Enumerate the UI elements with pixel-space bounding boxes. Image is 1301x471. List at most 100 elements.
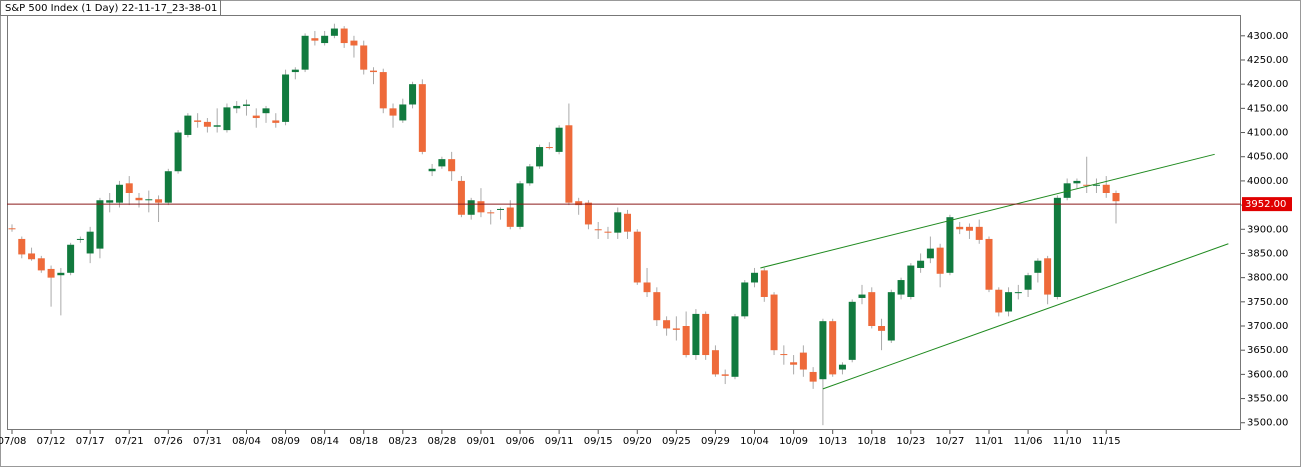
y-tick-label: 4050.00 <box>1247 152 1288 163</box>
candle-body <box>497 208 504 210</box>
candle-body <box>829 321 837 375</box>
x-tick-label: 08/23 <box>388 436 417 447</box>
candle-body <box>868 292 876 327</box>
x-tick-label: 10/23 <box>896 436 925 447</box>
x-tick-label: 10/18 <box>857 436 886 447</box>
y-tick-label: 4100.00 <box>1247 128 1288 139</box>
candle-body <box>985 238 993 290</box>
candle-body <box>86 231 94 254</box>
y-tick-label: 4300.00 <box>1247 31 1288 42</box>
candle-body <box>428 168 436 172</box>
candle-body <box>565 125 573 203</box>
candle-body <box>135 197 143 201</box>
candle-body <box>1073 180 1081 184</box>
y-tick-label: 3550.00 <box>1247 394 1288 405</box>
x-tick-label: 08/04 <box>232 436 261 447</box>
candle-body <box>1005 292 1013 312</box>
y-tick-label: 3850.00 <box>1247 248 1288 259</box>
y-tick-label: 3900.00 <box>1247 224 1288 235</box>
candle-body <box>369 70 377 73</box>
candle-body <box>174 132 182 172</box>
y-tick-label: 3800.00 <box>1247 273 1288 284</box>
x-tick-label: 08/09 <box>271 436 300 447</box>
candle-body <box>760 270 768 297</box>
candle-body <box>770 294 778 351</box>
candle-body <box>340 28 348 44</box>
candle-body <box>956 226 964 230</box>
candle-body <box>350 40 358 46</box>
y-tick-label: 3700.00 <box>1247 321 1288 332</box>
candle-body <box>702 313 710 356</box>
candle-body <box>672 328 680 330</box>
x-tick-label: 10/09 <box>779 436 808 447</box>
candle-body <box>379 72 387 109</box>
candle-body <box>936 247 944 274</box>
candle-body <box>848 301 856 360</box>
candle-body <box>282 74 290 122</box>
candle-body <box>614 212 622 233</box>
candle-body <box>643 282 651 293</box>
candle-body <box>575 201 583 206</box>
candle-body <box>809 371 817 382</box>
candle-body <box>115 184 123 203</box>
trendline <box>760 153 1215 269</box>
candle-body <box>897 280 905 295</box>
x-tick-label: 10/27 <box>936 436 965 447</box>
candle-body <box>467 200 475 215</box>
candle-body <box>360 45 368 70</box>
candle-body <box>223 107 231 131</box>
candle-body <box>663 320 671 329</box>
candle-body <box>790 362 798 365</box>
candle-body <box>594 229 602 231</box>
y-tick-label: 4000.00 <box>1247 176 1288 187</box>
y-tick-label: 4250.00 <box>1247 55 1288 66</box>
x-tick-label: 07/17 <box>76 436 105 447</box>
candle-body <box>682 326 690 356</box>
candle-body <box>203 121 211 127</box>
candle-body <box>96 200 104 249</box>
candle-body <box>1112 192 1120 202</box>
candle-body <box>106 200 114 203</box>
x-tick-label: 08/14 <box>310 436 339 447</box>
candle-body <box>545 147 553 149</box>
candle-body <box>536 147 544 167</box>
candle-body <box>624 213 632 232</box>
candle-body <box>526 166 534 184</box>
candle-body <box>995 289 1003 313</box>
candle-body <box>28 253 36 260</box>
candle-body <box>233 105 241 109</box>
candle-body <box>633 231 641 283</box>
candle-body <box>692 313 700 356</box>
candle-body <box>321 35 329 44</box>
candle-body <box>1034 260 1042 273</box>
candle-body <box>1063 183 1071 198</box>
candle-body <box>858 294 866 298</box>
y-tick-label: 3500.00 <box>1247 418 1288 429</box>
candle-body <box>907 265 915 297</box>
candle-body <box>448 159 456 172</box>
x-tick-label: 08/28 <box>427 436 456 447</box>
x-tick-label: 09/15 <box>584 436 613 447</box>
candle-body <box>57 272 65 276</box>
x-tick-label: 09/25 <box>662 436 691 447</box>
candle-body <box>164 171 172 203</box>
candle-body <box>878 326 886 331</box>
candle-body <box>76 238 84 240</box>
candle-body <box>887 292 895 341</box>
candle-body <box>1044 258 1052 295</box>
x-tick-label: 07/21 <box>115 436 144 447</box>
candle-body <box>67 244 75 273</box>
y-tick-label: 4150.00 <box>1247 103 1288 114</box>
candle-body <box>741 282 749 317</box>
x-tick-label: 11/01 <box>975 436 1004 447</box>
candle-body <box>516 183 524 227</box>
candle-body <box>457 180 465 215</box>
candle-body <box>155 199 163 203</box>
candle-body <box>301 35 309 70</box>
candle-body <box>1014 292 1022 294</box>
candle-body <box>145 199 153 201</box>
candle-body <box>799 352 807 370</box>
candle-body <box>418 84 426 152</box>
